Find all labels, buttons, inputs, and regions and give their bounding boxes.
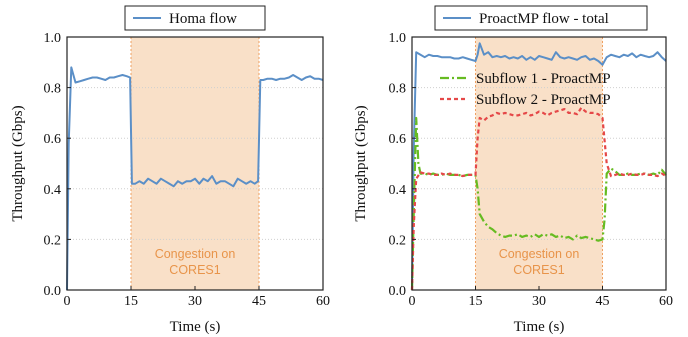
series-line-1 [411, 42, 667, 291]
x-axis-label: Time (s) [170, 319, 221, 335]
legend-label: Subflow 2 - ProactMP [476, 92, 611, 108]
chart-panel-2: Congestion on CORES1 0 15 30 45 60 0.0 0.2 0.4 0.6… [353, 5, 673, 335]
congestion-label-line1: Congestion on [155, 247, 236, 261]
y-axis-label: Throughput (Gbps) [10, 105, 26, 221]
y-tick-label: 0.2 [44, 233, 62, 248]
legend-label: Homa flow [169, 11, 237, 27]
x-tick-label: 15 [124, 294, 138, 309]
legend-label: ProactMP flow - total [479, 11, 609, 27]
series-line-1 [66, 66, 324, 291]
congestion-label-line2: CORES1 [169, 263, 220, 277]
x-tick-label: 15 [469, 294, 483, 309]
x-tick-label: 60 [316, 294, 330, 309]
y-axis-label: Throughput (Gbps) [353, 105, 369, 221]
y-tick-label: 0.8 [44, 82, 62, 97]
chart-panel-1: Congestion on CORES1 0 15 30 45 60 0.0 0.2 0.4 0.6… [10, 5, 330, 335]
legend-top: Homa flow [124, 5, 266, 31]
legend-inner: Subflow 1 - ProactMP Subflow 2 - ProactMP [440, 71, 611, 108]
y-tick-label: 0.2 [389, 233, 407, 248]
x-tick-label: 60 [659, 294, 673, 309]
y-tick-label: 0.0 [44, 284, 62, 299]
congestion-region [475, 37, 603, 290]
x-tick-label: 45 [596, 294, 610, 309]
x-tick-label: 30 [188, 294, 202, 309]
series-line-3 [410, 106, 667, 291]
y-tick-label: 0.8 [389, 82, 407, 97]
x-tick-label: 0 [409, 294, 416, 309]
y-tick-label: 0.4 [389, 183, 407, 198]
y-tick-label: 0.6 [389, 132, 407, 147]
y-tick-label: 1.0 [389, 31, 407, 46]
congestion-label-line1: Congestion on [499, 247, 580, 261]
congestion-region [131, 37, 259, 290]
x-tick-label: 0 [64, 294, 71, 309]
legend-label: Subflow 1 - ProactMP [476, 71, 611, 87]
x-tick-label: 30 [532, 294, 546, 309]
legend-top: ProactMP flow - total [434, 5, 648, 31]
y-tick-label: 1.0 [44, 31, 62, 46]
x-tick-label: 45 [252, 294, 266, 309]
y-tick-label: 0.4 [44, 183, 62, 198]
x-axis-label: Time (s) [514, 319, 565, 335]
congestion-label-line2: CORES1 [513, 263, 564, 277]
y-tick-label: 0.0 [389, 284, 407, 299]
y-tick-label: 0.6 [44, 132, 62, 147]
